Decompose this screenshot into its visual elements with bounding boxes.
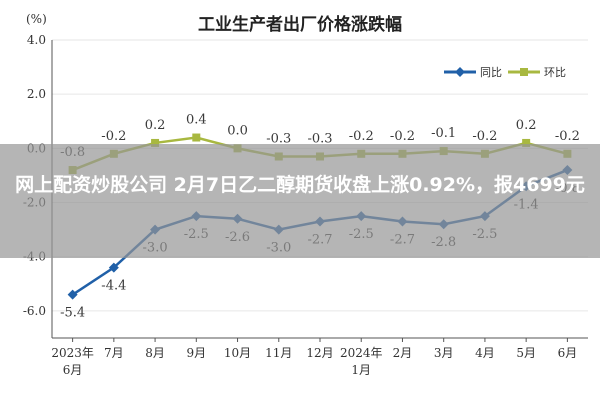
y-tick-label: -6.0 — [23, 304, 46, 318]
x-tick-label: 11月 — [265, 346, 292, 360]
data-label: 0.0 — [227, 123, 248, 138]
y-axis-unit: (%) — [26, 12, 47, 26]
data-point — [192, 133, 201, 142]
x-tick-label: 10月 — [224, 346, 251, 360]
data-label: -0.2 — [349, 129, 374, 144]
x-tick-label: 7月 — [104, 346, 124, 360]
x-tick-label: 6月 — [558, 346, 578, 360]
data-label: 0.2 — [516, 118, 537, 133]
legend-label: 同比 — [480, 66, 502, 79]
x-tick-label: 4月 — [475, 346, 495, 360]
x-tick-label: 6月 — [63, 363, 83, 377]
x-tick-label: 8月 — [145, 346, 165, 360]
data-label: -5.4 — [60, 306, 85, 321]
data-label: -0.2 — [472, 129, 497, 144]
x-tick-label: 9月 — [186, 346, 206, 360]
data-label: -0.2 — [555, 129, 580, 144]
x-tick-label: 3月 — [434, 346, 454, 360]
data-label: -0.2 — [390, 129, 415, 144]
data-label: 0.2 — [145, 118, 166, 133]
legend-label: 环比 — [544, 66, 566, 79]
x-tick-label: 5月 — [516, 346, 536, 360]
x-tick-label: 2月 — [393, 346, 413, 360]
y-tick-label: 4.0 — [27, 33, 46, 47]
legend-marker — [520, 68, 528, 76]
data-label: -0.1 — [431, 126, 456, 141]
x-tick-label: 2024年 — [340, 346, 383, 360]
y-tick-label: 2.0 — [27, 87, 46, 101]
data-point — [67, 289, 78, 300]
data-label: -0.2 — [101, 129, 126, 144]
chart-title: 工业生产者出厂价格涨跌幅 — [198, 15, 402, 35]
data-label: -4.4 — [101, 279, 126, 294]
data-label: -0.3 — [266, 131, 291, 146]
data-label: -0.3 — [307, 131, 332, 146]
data-label: 0.4 — [186, 113, 207, 128]
overlay-headline: 网上配资炒股公司 2月7日乙二醇期货收盘上涨0.92%，报4699元 — [15, 174, 585, 196]
data-point — [108, 262, 119, 273]
x-tick-label: 2023年 — [51, 346, 94, 360]
data-point — [151, 138, 160, 147]
legend-marker — [455, 67, 465, 77]
x-tick-label: 12月 — [306, 346, 333, 360]
overlay-banner — [0, 144, 600, 258]
data-point — [522, 138, 531, 147]
x-tick-label: 1月 — [351, 363, 371, 377]
